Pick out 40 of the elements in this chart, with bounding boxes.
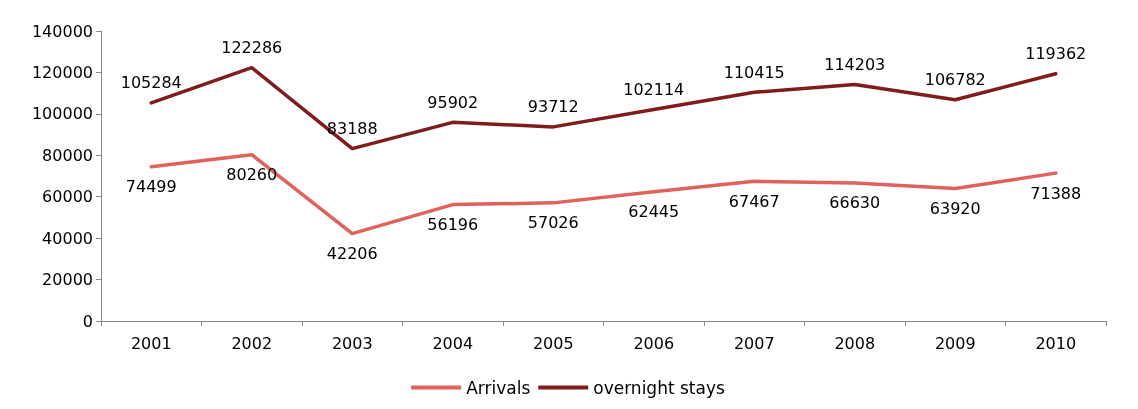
data-label: 71388	[1030, 183, 1082, 203]
data-label: 93712	[527, 97, 579, 117]
x-tick-label: 2009	[934, 333, 976, 353]
x-tick-label: 2004	[432, 333, 474, 353]
x-tick-label: 2003	[331, 333, 373, 353]
data-label: 63920	[929, 199, 981, 219]
data-label: 67467	[728, 191, 780, 211]
data-label: 74499	[125, 177, 177, 197]
y-tick-label: 120000	[31, 62, 93, 82]
x-tick-label: 2005	[532, 333, 574, 353]
data-label: 119362	[1025, 44, 1087, 64]
data-label: 80260	[226, 165, 278, 185]
y-tick-label: 80000	[42, 145, 93, 165]
data-label: 122286	[221, 38, 283, 58]
y-tick-label: 40000	[42, 228, 93, 248]
legend-label: Arrivals	[466, 377, 531, 398]
data-label: 114203	[824, 54, 886, 74]
y-tick-label: 100000	[31, 104, 93, 124]
y-tick-label: 20000	[42, 270, 93, 290]
x-tick-label: 2006	[633, 333, 675, 353]
data-label: 106782	[924, 70, 986, 90]
data-label: 83188	[326, 119, 378, 139]
data-label: 62445	[628, 202, 680, 222]
x-tick-label: 2002	[231, 333, 273, 353]
data-label: 56196	[427, 215, 479, 235]
x-tick-label: 2007	[733, 333, 775, 353]
data-label: 66630	[829, 193, 881, 213]
y-tick-label: 140000	[31, 21, 93, 41]
legend-label: overnight stays	[593, 377, 725, 398]
data-label: 95902	[427, 92, 479, 112]
y-tick-label: 60000	[42, 187, 93, 207]
data-label: 102114	[623, 79, 685, 99]
x-tick-label: 2010	[1035, 333, 1077, 353]
y-tick-label: 0	[82, 311, 93, 331]
data-label: 57026	[527, 213, 579, 233]
data-label: 42206	[326, 244, 378, 264]
x-tick-label: 2001	[130, 333, 172, 353]
data-label: 110415	[723, 62, 785, 82]
x-tick-label: 2008	[834, 333, 876, 353]
data-label: 105284	[120, 73, 182, 93]
